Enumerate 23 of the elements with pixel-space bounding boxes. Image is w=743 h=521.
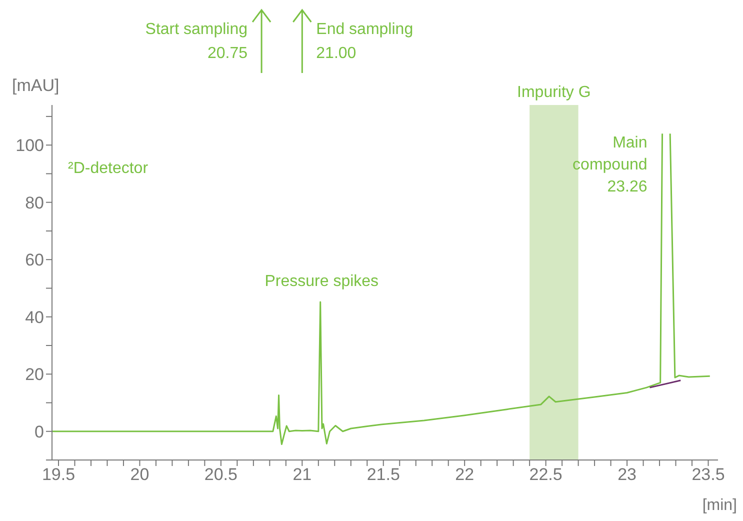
ref-line-label: End sampling 21.00 (316, 21, 414, 62)
y-tick-label: 100 (16, 136, 44, 156)
x-tick-label: 22.5 (529, 465, 562, 484)
y-tick-label: 80 (25, 193, 44, 212)
ref-line-label: Start sampling 20.75 (145, 21, 248, 62)
x-tick-label: 19.5 (42, 465, 76, 484)
x-tick-label: 20.5 (204, 465, 238, 484)
x-tick-label: 22 (455, 465, 474, 484)
y-axis-title: [mAU] (12, 76, 60, 95)
y-tick-label: 60 (25, 250, 44, 270)
annotation: ²D-detector (68, 160, 149, 177)
y-tick-label: 20 (25, 365, 44, 384)
x-axis-title: [min] (702, 497, 737, 514)
x-tick-label: 23.5 (692, 465, 725, 484)
x-tick-label: 20 (130, 465, 150, 484)
band-label: Impurity G (517, 84, 591, 101)
x-tick-label: 23 (618, 465, 636, 484)
y-tick-label: 0 (34, 422, 44, 442)
annotation: Pressure spikes (264, 272, 379, 290)
y-tick-label: 40 (25, 308, 44, 327)
x-tick-label: 21.5 (366, 465, 400, 484)
annotation: Main compound 23.26 (572, 134, 648, 196)
x-tick-label: 21 (292, 465, 312, 484)
